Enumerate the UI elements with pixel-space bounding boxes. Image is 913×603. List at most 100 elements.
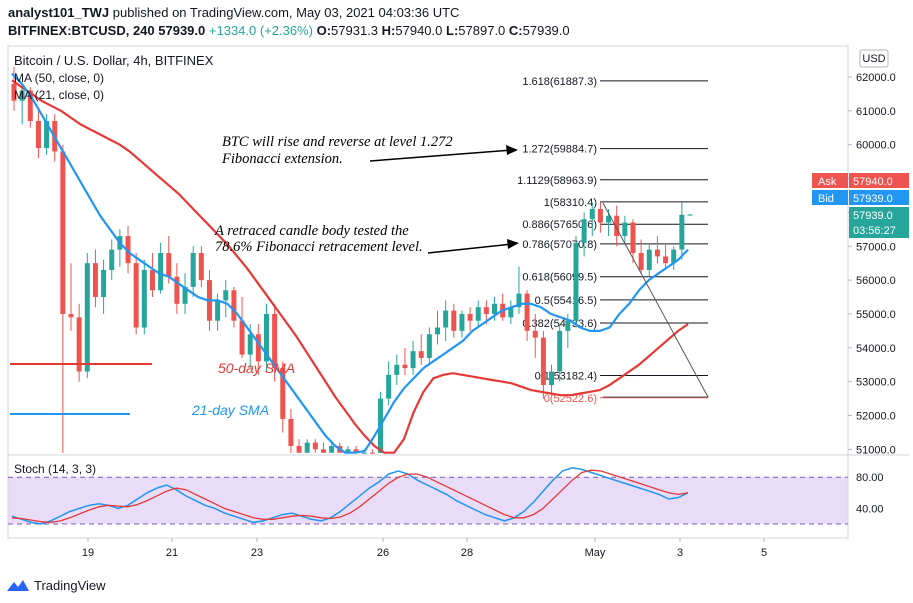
candle [451, 303, 457, 338]
candle [109, 239, 115, 281]
candle [402, 347, 408, 375]
publisher-name[interactable]: analyst101_TWJ [8, 5, 110, 20]
candle [223, 280, 229, 318]
note2-line2: 78.6% Fibonacci retracement level. [215, 239, 423, 255]
candle-body [101, 269, 107, 298]
close-value: 57939.0 [522, 23, 570, 38]
legend-ma21[interactable]: MA (21, close, 0) [14, 88, 104, 102]
candle-body [402, 364, 408, 369]
ask-price-tag [849, 173, 909, 188]
footer: TradingView [6, 574, 106, 596]
price-tick-label: 55000.0 [856, 309, 896, 321]
candle [101, 259, 107, 314]
candle [239, 297, 245, 358]
candle [630, 219, 636, 264]
currency-label: USD [862, 53, 885, 65]
candle [312, 439, 318, 453]
candle-body [565, 320, 571, 331]
candle [125, 225, 131, 274]
candle [329, 442, 335, 453]
candle [418, 334, 424, 365]
candle [475, 300, 481, 328]
legend-ma50[interactable]: MA (50, close, 0) [14, 71, 104, 85]
candle-body [671, 249, 677, 264]
sma50-line [11, 79, 689, 454]
fib-level[interactable]: 1.1129(58963.9) [517, 175, 708, 187]
candle-body [60, 151, 66, 314]
candle [35, 110, 41, 159]
fib-level[interactable]: 1.272(59884.7) [522, 144, 708, 156]
time-tick-label: May [585, 547, 606, 559]
candle [296, 439, 302, 453]
candle-body [182, 286, 188, 304]
bar-countdown: 03:56:27 [853, 225, 896, 237]
low-label: L: [446, 23, 459, 38]
candle-body [451, 310, 457, 331]
candle [149, 253, 155, 298]
candle [549, 364, 555, 396]
price-axis[interactable]: 62000.061000.060000.059000.058000.057000… [848, 72, 896, 456]
fib-level-label: 0.886(57650.6) [522, 219, 597, 231]
candle-body [255, 334, 261, 362]
fib-level[interactable]: 0(52522.6) [544, 393, 708, 405]
open-value: 57931.3 [331, 23, 379, 38]
fib-level[interactable]: 0.5(55416.5) [535, 295, 708, 307]
candle-body [687, 214, 693, 216]
low-value: 57897.0 [458, 23, 506, 38]
candle-body [166, 253, 172, 277]
open-label: O: [316, 23, 332, 38]
candle [638, 239, 644, 274]
candle [557, 324, 563, 382]
candle [663, 242, 669, 270]
time-tick-label: 23 [251, 547, 263, 559]
candle [255, 324, 261, 375]
candle-body [84, 263, 90, 372]
price-tick-label: 51000.0 [856, 444, 896, 456]
candle [320, 442, 326, 453]
stoch-legend[interactable]: Stoch (14, 3, 3) [14, 462, 96, 476]
candle-body [589, 209, 595, 220]
ask-value: 57940.0 [853, 176, 893, 188]
candle-body [508, 307, 514, 318]
candle-body [231, 290, 237, 321]
legend-title: Bitcoin / U.S. Dollar, 4h, BITFINEX [14, 53, 214, 68]
candle [117, 229, 123, 267]
candle-body [190, 253, 196, 287]
candle-body [418, 351, 424, 358]
candle-body [76, 317, 82, 372]
brand-name[interactable]: TradingView [34, 577, 106, 593]
fib-level[interactable]: 0.618(56099.5) [522, 272, 708, 284]
candle-body [614, 215, 620, 237]
candle-body [622, 222, 628, 237]
candle [687, 214, 693, 216]
fib-level[interactable]: 1.618(61887.3) [522, 76, 708, 88]
candle [174, 263, 180, 314]
candle [272, 303, 278, 382]
ask-tag [812, 173, 848, 188]
fib-level[interactable]: 1(58310.4) [544, 197, 708, 209]
tradingview-logo-icon[interactable] [6, 577, 30, 593]
candle [386, 361, 392, 406]
trend-triangle[interactable] [602, 202, 709, 398]
candle [198, 246, 204, 287]
candle [410, 341, 416, 375]
candle-body [125, 236, 131, 264]
candle [516, 266, 522, 314]
sma21-line [11, 72, 689, 454]
candle-body [597, 209, 603, 223]
candle-body [27, 90, 33, 122]
candle [182, 273, 188, 314]
candle [467, 307, 473, 331]
time-tick-label: 26 [377, 547, 389, 559]
time-axis[interactable]: 19 21 23 26 28 May 3 5 [82, 538, 767, 559]
stoch-d-line [11, 469, 689, 524]
fib-level-label: 1.618(61887.3) [522, 76, 597, 88]
last-price-value: 57939.0 [853, 210, 893, 222]
time-tick-label: 28 [461, 547, 473, 559]
currency-button[interactable] [859, 49, 889, 68]
candle-body [198, 253, 204, 281]
fib-level-label: 0.5(55416.5) [535, 295, 597, 307]
fib-level-label: 0(52522.6) [544, 393, 597, 405]
publish-line: analyst101_TWJ published on TradingView.… [8, 5, 459, 20]
